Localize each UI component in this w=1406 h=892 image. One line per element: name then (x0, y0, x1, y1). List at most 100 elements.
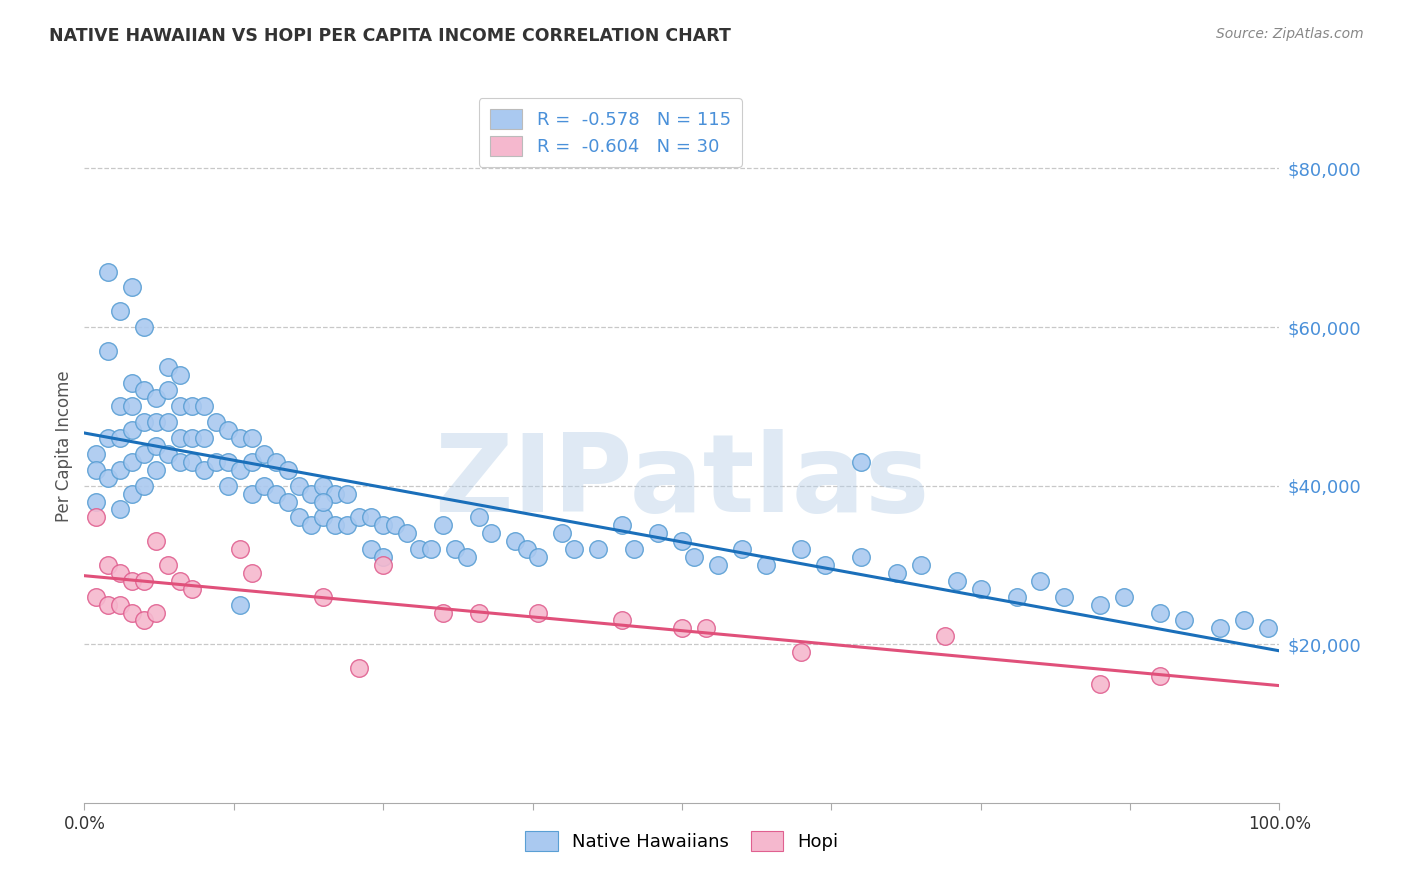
Point (193, 431, 215, 445)
Point (121, 376, 143, 390)
Point (121, 455, 143, 469)
Point (312, 590, 335, 604)
Point (790, 645, 813, 659)
Point (336, 518, 359, 533)
Point (301, 486, 323, 500)
Point (145, 392, 167, 406)
Point (240, 431, 263, 445)
Point (1149, 669, 1171, 683)
Point (288, 510, 311, 524)
Point (325, 518, 347, 533)
Point (1090, 598, 1112, 612)
Point (456, 549, 478, 564)
Point (946, 574, 969, 588)
Point (349, 510, 371, 524)
Point (110, 502, 132, 516)
Point (1090, 677, 1112, 691)
Point (934, 629, 956, 643)
Point (264, 455, 287, 469)
Point (588, 542, 610, 557)
Point (217, 423, 239, 437)
Point (253, 447, 276, 461)
Point (312, 510, 335, 524)
Point (755, 558, 778, 572)
Point (516, 542, 538, 557)
Point (373, 549, 395, 564)
Text: ZIPatlas: ZIPatlas (434, 429, 929, 534)
Point (683, 549, 706, 564)
Point (360, 542, 382, 557)
Point (132, 574, 156, 588)
Point (970, 582, 993, 596)
Point (86, 590, 108, 604)
Point (132, 478, 156, 492)
Point (349, 661, 371, 675)
Point (325, 486, 347, 500)
Point (790, 542, 813, 557)
Point (432, 518, 454, 533)
Point (288, 478, 311, 492)
Point (145, 439, 167, 453)
Point (110, 598, 132, 612)
Point (1233, 614, 1256, 628)
Point (240, 455, 263, 469)
Point (444, 542, 467, 557)
Point (468, 606, 491, 620)
Text: NATIVE HAWAIIAN VS HOPI PER CAPITA INCOME CORRELATION CHART: NATIVE HAWAIIAN VS HOPI PER CAPITA INCOM… (49, 27, 731, 45)
Point (612, 614, 634, 628)
Point (1029, 574, 1052, 588)
Point (1005, 590, 1028, 604)
Point (157, 447, 180, 461)
Point (145, 606, 167, 620)
Point (671, 534, 693, 549)
Point (886, 566, 908, 580)
Point (623, 542, 645, 557)
Point (205, 455, 228, 469)
Point (312, 478, 335, 492)
Point (707, 558, 730, 572)
Point (97, 431, 120, 445)
Point (132, 384, 156, 398)
Point (408, 542, 430, 557)
Point (121, 423, 143, 437)
Point (240, 486, 263, 500)
Point (551, 526, 574, 541)
Point (373, 518, 395, 533)
Point (181, 582, 204, 596)
Point (301, 518, 323, 533)
Point (1173, 614, 1195, 628)
Point (277, 494, 299, 508)
Point (121, 574, 143, 588)
Point (1114, 590, 1136, 604)
Point (86, 494, 108, 508)
Legend: Native Hawaiians, Hopi: Native Hawaiians, Hopi (517, 823, 846, 858)
Point (671, 621, 693, 635)
Point (851, 455, 873, 469)
Point (373, 558, 395, 572)
Point (851, 549, 873, 564)
Point (731, 542, 754, 557)
Point (181, 431, 204, 445)
Point (132, 447, 156, 461)
Point (503, 534, 526, 549)
Point (169, 574, 191, 588)
Point (169, 455, 191, 469)
Point (612, 518, 634, 533)
Point (479, 526, 502, 541)
Point (132, 415, 156, 429)
Point (420, 542, 443, 557)
Point (396, 526, 419, 541)
Point (564, 542, 586, 557)
Point (181, 400, 204, 414)
Point (121, 486, 143, 500)
Point (86, 447, 108, 461)
Point (360, 510, 382, 524)
Point (145, 463, 167, 477)
Point (527, 606, 550, 620)
Point (1209, 621, 1232, 635)
Point (132, 320, 156, 334)
Point (132, 614, 156, 628)
Point (169, 368, 191, 382)
Point (432, 606, 454, 620)
Point (110, 304, 132, 318)
